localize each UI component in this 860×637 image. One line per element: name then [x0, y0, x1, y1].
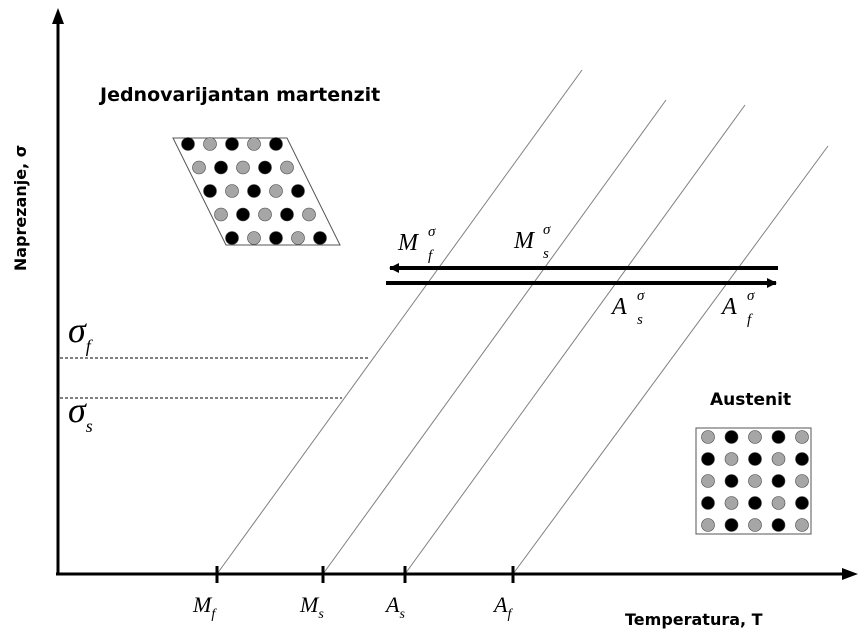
austenite-atom [748, 474, 762, 488]
martensite-lattice-icon [172, 137, 341, 246]
sigma-f-label: σf [68, 310, 94, 356]
tick-label-as: As [384, 592, 405, 622]
austenite-atom [701, 518, 715, 532]
austenite-atom [701, 452, 715, 466]
as-transformation-line [404, 104, 746, 575]
austenite-atom [724, 452, 739, 466]
martensite-atom [247, 231, 261, 245]
x-axis-arrowhead [842, 568, 858, 580]
austenite-atom [795, 452, 809, 466]
svg-text:σ: σ [428, 224, 436, 240]
martensite-atom [203, 184, 217, 198]
svg-text:M: M [397, 230, 420, 256]
martensite-atom [214, 207, 228, 222]
austenite-atom [748, 452, 762, 466]
austenite-atom [724, 474, 739, 488]
ms-sigma-label: M σ s [513, 222, 551, 262]
austenite-atom [795, 474, 809, 488]
ms-transformation-line [322, 99, 667, 575]
austenite-atom [795, 496, 809, 510]
af-transformation-line [512, 145, 829, 575]
martensite-atom [291, 231, 305, 245]
y-axis-arrowhead [52, 8, 64, 24]
svg-text:σ: σ [637, 288, 645, 304]
svg-text:σ: σ [747, 288, 755, 304]
y-axis-label: Naprezanje, σ [11, 145, 30, 271]
austenite-atom [771, 474, 786, 488]
svg-text:s: s [543, 246, 549, 262]
austenite-label: Austenit [710, 390, 791, 410]
svg-text:s: s [637, 312, 643, 328]
martensite-atom [236, 160, 250, 175]
martensite-atom [258, 207, 272, 222]
austenite-atom [795, 518, 809, 532]
austenite-atom [724, 430, 739, 444]
martensite-atom [225, 137, 239, 151]
martensite-atom [247, 137, 261, 151]
martensite-atom [214, 160, 228, 175]
as-sigma-label: A σ s [610, 288, 645, 328]
austenite-atom [771, 518, 786, 532]
martensite-atom [225, 184, 239, 198]
austenite-atom [701, 474, 715, 488]
tick-label-ms: Ms [299, 592, 324, 622]
martensite-atom [236, 207, 250, 222]
austenite-atom [701, 430, 715, 444]
martensite-atom [192, 160, 206, 175]
martensite-label: Jednovarijantan martenzit [98, 84, 380, 106]
martensite-atom [269, 137, 283, 151]
svg-text:σ: σ [543, 222, 551, 238]
austenite-atom [748, 430, 762, 444]
mf-sigma-label: M σ f [397, 224, 436, 264]
martensite-atom [247, 184, 261, 198]
martensite-atom [280, 207, 294, 222]
svg-text:f: f [747, 312, 753, 328]
svg-text:A: A [720, 294, 737, 320]
martensite-atom [313, 231, 327, 245]
martensite-atom [203, 137, 217, 151]
svg-text:f: f [428, 248, 434, 264]
af-sigma-label: A σ f [720, 288, 755, 328]
austenite-lattice-icon [695, 427, 812, 535]
martensite-atom [225, 231, 239, 245]
martensite-atom [269, 184, 283, 198]
austenite-atom [771, 496, 786, 510]
x-axis-label: Temperatura, T [625, 610, 763, 629]
mf-transformation-line [216, 69, 583, 575]
svg-text:A: A [610, 294, 627, 320]
martensite-atom [302, 207, 316, 222]
tick-label-mf: Mf [192, 592, 217, 622]
austenite-atom [701, 496, 715, 510]
sigma-s-label: σs [68, 390, 93, 436]
martensite-atom [291, 184, 305, 198]
martensite-atom [258, 160, 272, 175]
austenite-atom [724, 496, 739, 510]
svg-text:M: M [513, 228, 536, 254]
austenite-atom [748, 496, 762, 510]
martensite-atom [269, 231, 283, 245]
martensite-atom [181, 137, 195, 151]
austenite-atom [771, 430, 786, 444]
austenite-atom [724, 518, 739, 532]
martensite-atom [280, 160, 294, 175]
austenite-atom [795, 430, 809, 444]
tick-label-af: Af [492, 592, 513, 622]
austenite-atom [748, 518, 762, 532]
austenite-atom [771, 452, 786, 466]
